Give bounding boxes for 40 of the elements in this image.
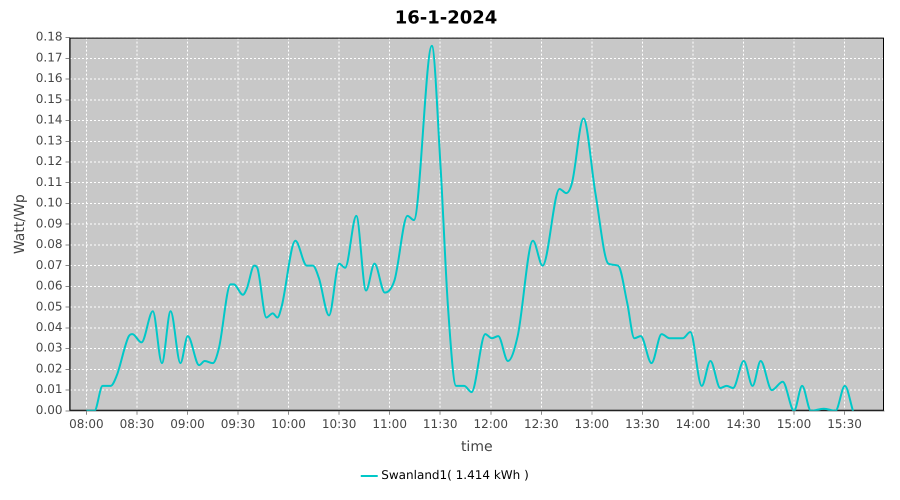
x-tick-label: 10:00 [271, 417, 306, 432]
x-tick-label: 15:00 [776, 417, 812, 432]
x-tick-label: 11:30 [422, 417, 458, 432]
y-tick-label: 0.10 [36, 196, 63, 210]
y-tick-label: 0.00 [36, 402, 63, 417]
y-tick-label: 0.14 [36, 112, 63, 127]
y-tick-label: 0.18 [36, 30, 63, 44]
y-tick-label: 0.13 [36, 133, 63, 148]
x-tick-label: 08:00 [69, 417, 104, 432]
x-axis-title: time [460, 439, 493, 456]
x-tick-label: 13:00 [574, 417, 610, 432]
x-tick-label: 09:30 [220, 417, 256, 432]
line-series [85, 44, 854, 411]
y-tick-label: 0.05 [36, 299, 63, 314]
y-tick-label: 0.02 [36, 361, 63, 376]
y-tick-label: 0.17 [36, 50, 63, 64]
x-tick-label: 12:30 [524, 417, 559, 432]
y-axis-title: Watt/Wp [12, 194, 28, 254]
x-tick-label: 08:30 [120, 417, 154, 432]
x-tick-label: 09:00 [170, 417, 205, 432]
y-tick-label: 0.16 [36, 71, 63, 86]
x-tick-label: 11:00 [372, 417, 407, 432]
chart-title: 16-1-2024 [394, 7, 498, 28]
x-tick-label: 12:00 [473, 417, 508, 432]
y-tick-label: 0.11 [36, 174, 63, 189]
y-tick-label: 0.04 [36, 320, 63, 334]
x-tick-label: 14:00 [676, 417, 710, 432]
y-tick-label: 0.01 [36, 382, 63, 396]
x-tick-label: 15:30 [827, 417, 862, 432]
y-tick-label: 0.07 [36, 258, 63, 272]
y-tick-label: 0.03 [36, 340, 63, 355]
y-tick-label: 0.08 [36, 237, 63, 252]
x-tick-label: 10:30 [322, 417, 356, 432]
y-tick-label: 0.15 [36, 92, 63, 106]
y-tick-label: 0.12 [36, 154, 63, 168]
x-tick-label: 14:30 [726, 417, 761, 432]
y-tick-label: 0.09 [36, 216, 63, 230]
x-tick-label: 13:30 [625, 417, 660, 432]
legend-label: Swanland1( 1.414 kWh ) [381, 468, 529, 482]
y-tick-label: 0.06 [36, 278, 63, 293]
